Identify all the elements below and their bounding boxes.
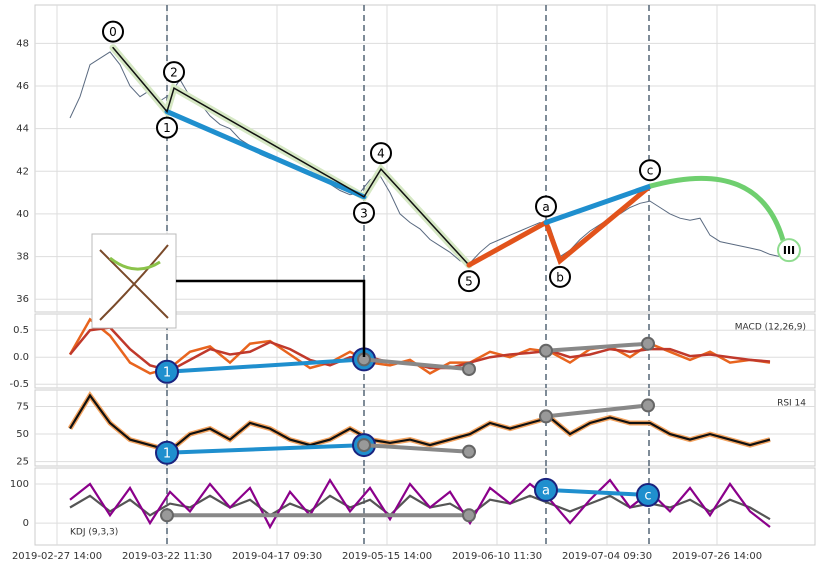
divergence-point	[155, 359, 179, 384]
divergence-point	[641, 398, 655, 413]
divergence-point	[155, 440, 179, 465]
divergence-point	[636, 482, 660, 507]
divergence-label: 1	[163, 365, 171, 380]
trend-line	[164, 109, 367, 200]
divergence-point	[539, 343, 553, 358]
divergence-point	[534, 477, 558, 502]
divergence-point	[462, 508, 476, 523]
wave-point-label	[535, 195, 557, 218]
target-label: III	[783, 244, 795, 257]
x-tick-label: 2019-02-27 14:00	[12, 551, 102, 562]
wave-label: b	[556, 270, 564, 284]
divergence-line	[166, 357, 365, 374]
wave-point-label	[156, 116, 178, 139]
y-tick-label: 0	[23, 518, 29, 529]
y-tick-label: 40	[16, 209, 29, 220]
x-tick-label: 2019-05-15 14:00	[342, 551, 432, 562]
divergence-point	[641, 336, 655, 351]
plot-layer: 36 38 40 42 44 46 48 III 0 1 2 3 4 5 a b c 0.5 0.0 -0.5 MACD…	[9, 4, 816, 546]
trend-line	[543, 183, 653, 225]
y-tick-label: 44	[16, 124, 29, 135]
panel-label: MACD (12,26,9)	[735, 323, 806, 333]
inset-sketch	[99, 244, 169, 321]
divergence-point	[539, 409, 553, 424]
x-tick-label: 2019-03-22 11:30	[122, 551, 212, 562]
inset	[91, 233, 177, 329]
wave-point-label	[549, 265, 571, 288]
projection-arrow	[649, 175, 786, 241]
divergence-point	[462, 362, 476, 377]
wave-label: 0	[109, 25, 117, 39]
divergence-point	[462, 444, 476, 459]
divergence-label: c	[644, 488, 651, 503]
y-tick-label: 36	[16, 294, 29, 305]
divergence-line	[363, 443, 470, 454]
connector	[176, 279, 366, 357]
x-tick-label: 2019-07-26 14:00	[672, 551, 762, 562]
panel-frame	[34, 389, 816, 467]
y-tick-label: 48	[16, 38, 29, 49]
divergence-line	[545, 487, 649, 497]
wave-label: 5	[465, 275, 473, 289]
panel-label: RSI 14	[777, 399, 806, 409]
y-tick-label: 38	[16, 252, 29, 263]
wave-label: a	[542, 200, 549, 214]
y-tick-label: 46	[16, 81, 29, 92]
series-line	[69, 393, 771, 452]
y-tick-label: 50	[16, 429, 29, 440]
x-tick-label: 2019-04-17 09:30	[232, 551, 322, 562]
y-tick-label: 0.0	[13, 352, 29, 363]
wave-point-label	[163, 61, 185, 84]
wave-point-label	[370, 142, 392, 165]
y-tick-label: 42	[16, 166, 29, 177]
wave-point-label	[353, 201, 375, 224]
divergence-line	[545, 341, 649, 353]
target-marker	[777, 238, 801, 263]
inset-sketch	[109, 256, 161, 271]
divergence-point	[160, 508, 174, 523]
divergence-label: 1	[163, 446, 171, 461]
divergence-label: a	[542, 483, 550, 498]
wave-label: 3	[360, 206, 368, 220]
y-tick-label: 100	[10, 479, 29, 490]
divergence-line	[545, 403, 649, 419]
panel-frame	[34, 467, 816, 546]
x-tick-label: 2019-06-10 11:30	[452, 551, 542, 562]
wave-line	[466, 183, 653, 268]
x-tick-label: 2019-07-04 09:30	[562, 551, 652, 562]
divergence-point	[357, 438, 371, 453]
wave-point-label	[102, 20, 124, 43]
wave-point-label	[458, 270, 480, 293]
wave-label: c	[647, 164, 654, 178]
divergence-line	[363, 357, 470, 372]
panel: 100 0 KDJ (9,3,3) a c	[10, 467, 816, 546]
wave-label: 1	[163, 121, 171, 135]
panel-label: KDJ (9,3,3)	[70, 528, 118, 538]
wave-label: 4	[377, 147, 385, 161]
divergence-line	[166, 443, 365, 455]
y-tick-label: -0.5	[9, 379, 29, 390]
y-tick-label: 25	[16, 457, 29, 468]
wave-line	[112, 46, 470, 266]
y-tick-label: 75	[16, 402, 29, 413]
y-tick-label: 0.5	[13, 325, 29, 336]
wave-point-label	[639, 159, 661, 182]
wave-label: 2	[170, 66, 178, 80]
